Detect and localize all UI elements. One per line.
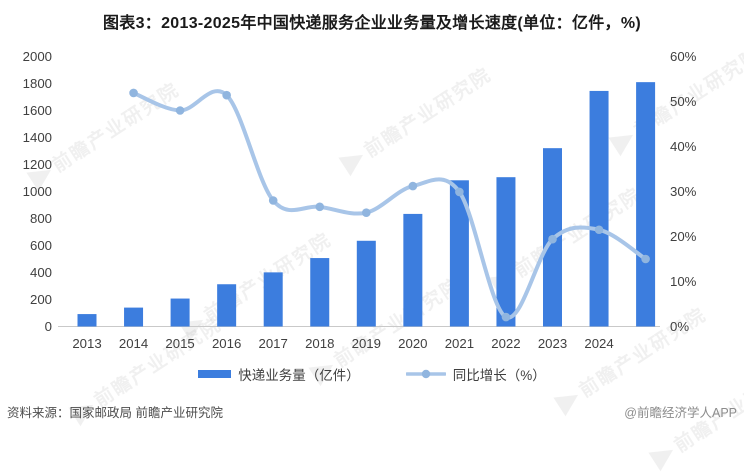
x-axis-tick-label: 2018 <box>305 336 334 351</box>
legend-label-growth: 同比增长（%） <box>452 368 546 383</box>
chart-title: 图表3：2013-2025年中国快递服务企业业务量及增长速度(单位：亿件，%) <box>103 15 641 32</box>
legend-item-volume: 快递业务量（亿件） <box>198 364 360 384</box>
growth-line-marker-2021 <box>455 187 464 197</box>
y-axis-left-tick-label: 800 <box>30 211 52 226</box>
credit-note: @前瞻经济学人APP <box>624 406 737 420</box>
x-axis-tick-label: 2023 <box>538 336 567 351</box>
growth-line-series <box>131 89 648 320</box>
watermark-logo-icon: ▶ <box>645 436 680 473</box>
y-axis-left-tick-label: 1000 <box>23 184 52 199</box>
y-axis-left-tick-label: 200 <box>30 292 52 307</box>
y-axis-left-tick-label: 1800 <box>23 76 52 91</box>
bar-2013 <box>77 314 97 327</box>
bar-2022 <box>496 177 516 327</box>
bar-2021 <box>449 180 469 327</box>
bar-2016 <box>217 284 237 327</box>
x-axis-tick-label: 2022 <box>491 336 520 351</box>
source-note: 资料来源：国家邮政局 前瞻产业研究院 <box>7 406 223 420</box>
x-axis-tick-label: 2015 <box>165 336 194 351</box>
footer: 资料来源：国家邮政局 前瞻产业研究院 @前瞻经济学人APP <box>0 402 744 421</box>
growth-line-marker-2022 <box>501 312 511 322</box>
growth-line-marker-2017 <box>268 196 278 205</box>
y-axis-right-tick-label: 20% <box>670 229 697 244</box>
bar-2019 <box>356 240 376 327</box>
growth-line-marker-2016 <box>222 90 231 100</box>
y-axis-left-tick-label: 1600 <box>23 103 52 118</box>
y-axis-right-tick-label: 50% <box>670 94 697 109</box>
growth-line-marker-2015 <box>175 106 185 115</box>
x-axis-tick-label: 2017 <box>259 336 288 351</box>
y-axis-right-tick-label: 60% <box>670 49 697 64</box>
legend-item-growth: 同比增长（%） <box>405 364 546 384</box>
y-axis-left-tick-label: 1400 <box>23 130 52 145</box>
growth-line-marker-2023 <box>548 234 557 244</box>
growth-line-marker-2019 <box>362 208 371 217</box>
x-axis-tick-label: 2020 <box>398 336 427 351</box>
x-axis-tick-label: 2024 <box>584 336 613 351</box>
bar-series-swatch-icon <box>198 370 232 378</box>
y-axis-left-tick-label: 0 <box>45 319 52 334</box>
y-axis-left-tick-label: 2000 <box>23 49 52 64</box>
x-axis-tick-label: 2016 <box>212 336 241 351</box>
growth-line-marker-2014 <box>129 88 138 98</box>
y-axis-right-tick-label: 0% <box>670 319 689 334</box>
y-axis-left-tick-label: 1200 <box>23 157 52 172</box>
growth-line-marker-2025 <box>641 254 650 264</box>
bar-2014 <box>124 307 144 327</box>
x-axis-tick-label: 2021 <box>445 336 474 351</box>
bar-2015 <box>170 298 190 327</box>
chart-plot-canvas: 0 200 400 600 800 1000 1200 1400 1600 1800 2000 0% 1… <box>23 49 697 351</box>
x-axis-tick-label: 2013 <box>72 336 101 351</box>
bar-2025 <box>636 82 656 327</box>
y-axis-left-tick-label: 600 <box>30 238 52 253</box>
bar-2017 <box>263 272 283 327</box>
growth-line-marker-2020 <box>408 181 418 191</box>
line-series-swatch-icon <box>405 369 446 379</box>
legend-label-volume: 快递业务量（亿件） <box>238 368 360 383</box>
x-axis-tick-label: 2014 <box>119 336 148 351</box>
chart-legend: 快递业务量（亿件） 同比增长（%） <box>0 364 744 384</box>
y-axis-left-tick-label: 400 <box>30 265 52 280</box>
bar-2020 <box>403 213 423 327</box>
growth-line-marker-2018 <box>315 202 325 212</box>
y-axis-right-tick-label: 40% <box>670 139 697 154</box>
y-axis-right-tick-label: 10% <box>670 274 697 289</box>
growth-line-marker-2024 <box>594 225 604 235</box>
bar-2024 <box>589 90 609 327</box>
y-axis-right-tick-label: 30% <box>670 184 697 199</box>
x-axis-tick-label: 2019 <box>352 336 381 351</box>
bar-2018 <box>310 258 330 327</box>
